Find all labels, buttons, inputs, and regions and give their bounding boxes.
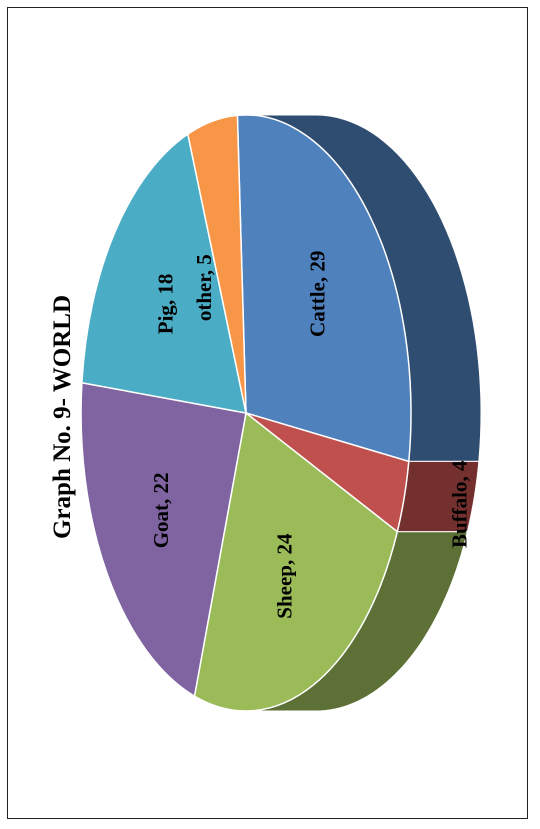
pie-slice-cattle <box>236 114 412 463</box>
pie-label-buffalo: Buffalo, 4 <box>448 460 472 548</box>
pie-label-cattle: Cattle, 29 <box>306 251 330 337</box>
pie-label-other: other, 5 <box>192 254 216 321</box>
pie-label-goat: Goat, 22 <box>149 472 173 548</box>
pie-slice-goat <box>80 381 247 698</box>
pie-slice-pig <box>81 132 247 414</box>
pie-label-pig: Pig, 18 <box>153 274 177 335</box>
chart-title: Graph No. 9- WORLD <box>49 295 76 539</box>
pie-slices <box>80 114 412 712</box>
pie-label-sheep: Sheep, 24 <box>272 533 296 619</box>
pie-slice-sheep <box>193 411 399 712</box>
pie-slice-other <box>186 114 247 414</box>
pie-labels: Cattle, 29 Buffalo, 4 Sheep, 24 Goat, 22 Pig… <box>149 251 472 619</box>
